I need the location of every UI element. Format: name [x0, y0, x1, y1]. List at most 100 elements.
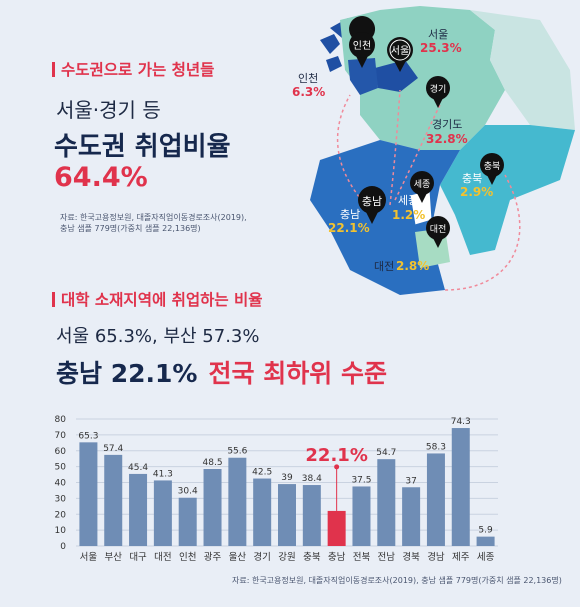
map-region-gangwon [470, 10, 575, 130]
label-chungbuk-name: 충북 [462, 172, 482, 185]
bar-value-label: 54.7 [376, 448, 396, 458]
map-region-chungbuk [440, 125, 575, 255]
pin-chungbuk: 충북 [480, 153, 504, 185]
y-tick-label: 60 [55, 447, 67, 457]
bar-대전 [153, 480, 172, 546]
y-tick-label: 30 [55, 494, 67, 504]
bar-value-label: 38.4 [302, 474, 322, 484]
bar-value-label: 42.5 [252, 468, 272, 478]
y-tick-label: 0 [60, 542, 66, 552]
bar-경북 [402, 487, 421, 546]
x-tick-label: 강원 [278, 552, 295, 563]
bar-value-label: 41.3 [153, 469, 173, 479]
section2-title: 대학 소재지역에 취업하는 비율 [52, 288, 263, 310]
x-tick-label: 전남 [378, 552, 396, 563]
section1-source: 자료: 한국고용정보원, 대졸자직업이동경로조사(2019), 충남 샘플 77… [60, 213, 247, 233]
bar-충남 [327, 510, 346, 546]
bar-서울 [79, 442, 98, 546]
x-tick-label: 전북 [353, 552, 371, 563]
bar-울산 [228, 457, 247, 546]
arrow-to-gyeonggi [394, 104, 441, 201]
section2-headline: 충남 22.1% 전국 최하위 수준 [56, 359, 387, 388]
arrow-to-incheon [336, 94, 376, 216]
svg-text:대전: 대전 [430, 224, 447, 235]
label-chungbuk-value: 2.9% [460, 185, 493, 199]
map-region-incheon-island1 [320, 34, 340, 54]
label-seoul-value: 25.3% [420, 41, 462, 55]
bar-부산 [104, 454, 123, 546]
y-tick-label: 20 [55, 510, 67, 520]
section1-subtitle: 서울·경기 등 [56, 98, 161, 122]
bar-value-label: 57.4 [103, 444, 123, 454]
region-map: 인천 서울 경기 충남 세종 대전 충북 서울 25.3% 인천 6.3% 경기… [292, 6, 575, 295]
pin-incheon: 인천 [349, 16, 376, 68]
chart-source: 자료: 한국고용정보원, 대졸자직업이동경로조사(2019), 충남 샘플 77… [232, 575, 562, 585]
map-region-incheon-island2 [326, 56, 342, 72]
pin-sejong: 세종 [410, 171, 434, 203]
pin-seoul: 서울 [387, 37, 413, 72]
bar-충북 [302, 485, 321, 546]
bar-제주 [451, 428, 470, 546]
pin-chungnam: 충남 [358, 186, 386, 224]
bar-value-label: 74.3 [451, 417, 471, 427]
title-bar-decoration [52, 292, 55, 307]
svg-text:인천: 인천 [353, 40, 371, 52]
pin-gyeonggi: 경기 [426, 76, 450, 108]
bar-value-label: 45.4 [128, 463, 148, 473]
section1-percent: 64.4% [54, 162, 148, 193]
bar-전북 [352, 486, 371, 546]
label-daejeon-name: 대전 [374, 260, 394, 273]
map-region-incheon [348, 58, 378, 95]
svg-text:경기: 경기 [430, 83, 447, 95]
title-bar-decoration [52, 62, 55, 77]
section2-compare: 서울 65.3%, 부산 57.3% [56, 326, 260, 347]
map-region-gyeonggi [340, 6, 505, 150]
label-chungnam-value: 22.1% [328, 221, 370, 235]
pin-daejeon: 대전 [426, 216, 450, 248]
bar-value-label: 55.6 [227, 447, 247, 457]
label-daejeon-value: 2.8% [396, 259, 429, 273]
x-tick-label: 충북 [303, 552, 321, 563]
bar-경남 [426, 453, 445, 546]
bar-value-label: 37.5 [351, 475, 371, 485]
x-tick-label: 대구 [129, 552, 147, 563]
x-tick-label: 울산 [229, 552, 247, 563]
y-tick-label: 50 [55, 463, 67, 473]
map-region-seoul [375, 60, 418, 92]
bar-value-label: 22.1% [305, 445, 367, 466]
y-tick-label: 80 [55, 415, 67, 425]
y-tick-label: 40 [55, 479, 67, 489]
bar-value-label: 65.3 [78, 431, 98, 441]
label-sejong-value: 1.2% [392, 208, 425, 222]
svg-text:세종: 세종 [414, 179, 431, 190]
bar-강원 [278, 484, 296, 546]
bar-대구 [129, 473, 148, 546]
x-tick-label: 경기 [253, 551, 270, 563]
bar-value-label: 5.9 [478, 526, 493, 536]
bar-경기 [253, 478, 272, 546]
label-incheon-name: 인천 [298, 71, 318, 85]
y-tick-label: 70 [55, 431, 67, 441]
chart-y-axis: 0 10 20 30 40 50 60 70 80 [55, 415, 67, 552]
bar-value-label: 39 [281, 473, 293, 483]
x-tick-label: 광주 [204, 551, 222, 563]
y-tick-label: 10 [55, 526, 67, 536]
section1-headline: 수도권 취업비율 [54, 132, 231, 162]
x-tick-label: 경남 [427, 551, 445, 563]
svg-text:서울: 서울 [391, 45, 409, 57]
bar-전남 [377, 459, 396, 546]
arrow-to-chungbuk [444, 174, 521, 291]
label-gyeonggi-value: 32.8% [426, 132, 468, 146]
bar-value-label: 37 [405, 476, 416, 486]
x-tick-label: 제주 [452, 552, 470, 563]
x-tick-label: 부산 [104, 552, 122, 563]
x-tick-label: 경북 [402, 551, 420, 563]
label-sejong-name: 세종 [398, 194, 418, 207]
x-tick-label: 충남 [328, 552, 346, 563]
chart-x-axis: 서울 부산 대구 대전 인천 광주 울산 경기 강원 충북 충남 전북 전남 경북 경남 제주 세종 [80, 551, 495, 563]
arrow-to-seoul [389, 89, 401, 206]
chart-bars: 65.3 57.4 45.4 41.3 30.4 48.5 55.6 42.5 39 38.4 22… [78, 417, 495, 546]
x-tick-label: 세종 [477, 552, 495, 563]
x-tick-label: 대전 [154, 552, 171, 563]
bar-value-label: 58.3 [426, 442, 446, 452]
